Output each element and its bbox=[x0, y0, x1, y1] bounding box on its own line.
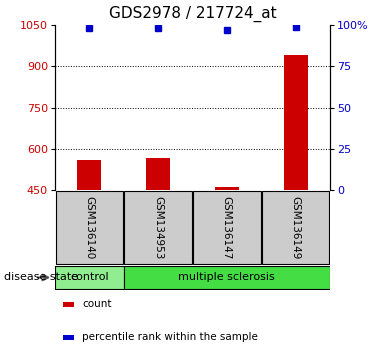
FancyBboxPatch shape bbox=[193, 191, 260, 264]
Title: GDS2978 / 217724_at: GDS2978 / 217724_at bbox=[109, 6, 276, 22]
Bar bbox=[63, 302, 74, 307]
FancyBboxPatch shape bbox=[124, 266, 330, 289]
Text: disease state: disease state bbox=[4, 273, 78, 282]
Text: percentile rank within the sample: percentile rank within the sample bbox=[82, 332, 258, 342]
Text: GSM136149: GSM136149 bbox=[290, 196, 300, 259]
FancyBboxPatch shape bbox=[124, 191, 192, 264]
Bar bbox=[283, 55, 308, 190]
Bar bbox=[215, 187, 239, 190]
Bar bbox=[77, 160, 101, 190]
Text: GSM134953: GSM134953 bbox=[153, 196, 163, 259]
Text: count: count bbox=[82, 299, 112, 309]
Bar bbox=[63, 336, 74, 339]
Bar bbox=[146, 158, 170, 190]
FancyBboxPatch shape bbox=[55, 266, 124, 289]
Text: multiple sclerosis: multiple sclerosis bbox=[178, 273, 275, 282]
FancyBboxPatch shape bbox=[56, 191, 123, 264]
Text: GSM136147: GSM136147 bbox=[222, 196, 232, 259]
Text: GSM136140: GSM136140 bbox=[84, 196, 94, 259]
FancyBboxPatch shape bbox=[262, 191, 329, 264]
Text: control: control bbox=[70, 273, 109, 282]
